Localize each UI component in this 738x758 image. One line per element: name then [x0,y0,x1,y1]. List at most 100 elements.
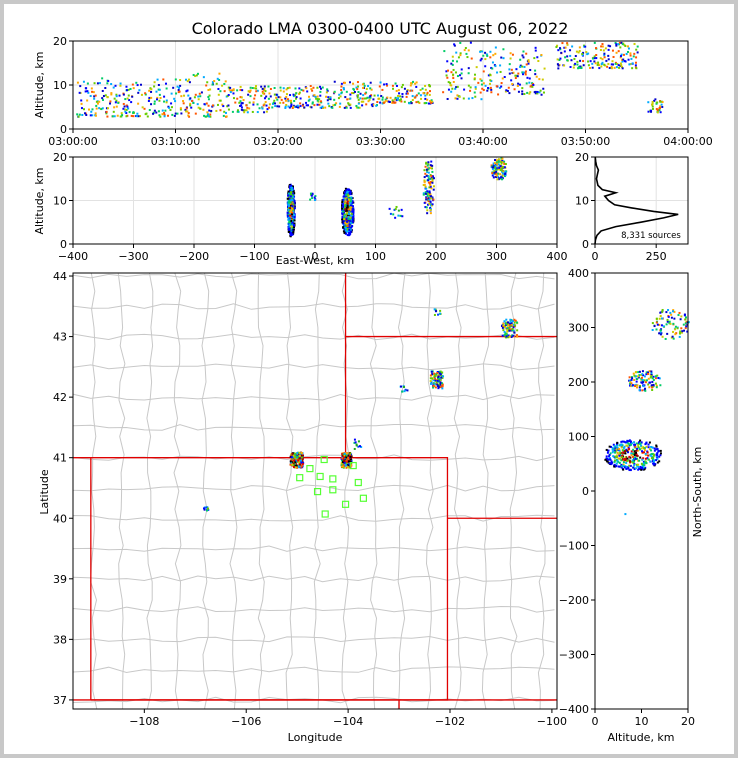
source-point [668,322,671,325]
source-point [179,79,182,82]
p5-sources [604,308,690,516]
source-point [421,87,424,90]
source-point [208,109,211,112]
source-point [606,451,609,454]
source-point [536,90,539,93]
source-point [492,166,495,169]
source-point [630,454,633,457]
source-point [346,220,349,223]
source-point [439,386,442,389]
source-point [187,94,190,97]
source-point [498,86,501,89]
source-point [541,78,544,81]
source-point [287,218,290,221]
source-point [630,442,633,445]
source-point [428,198,431,201]
source-point [665,311,668,314]
source-point [158,93,161,96]
source-point [464,47,467,50]
source-point [211,83,214,86]
source-point [538,91,541,94]
source-point [341,205,344,208]
source-point [631,453,634,456]
source-point [124,98,127,101]
source-point [213,80,216,83]
source-point [292,454,295,457]
lma-figure: Colorado LMA 0300-0400 UTC August 06, 20… [33,19,713,744]
source-point [341,213,344,216]
source-point [165,101,168,104]
source-point [628,444,631,447]
source-point [348,225,351,228]
source-point [406,89,409,92]
source-point [597,64,600,67]
source-point [509,320,512,323]
source-point [674,333,677,336]
source-point [654,98,657,101]
source-point [503,166,506,169]
source-point [349,218,352,221]
source-point [624,457,627,460]
p1-ytick-label: 20 [53,35,67,48]
source-point [621,459,624,462]
source-point [480,98,483,101]
p1-xtick-label: 03:00:00 [48,135,97,148]
source-point [296,104,299,107]
source-point [495,175,498,178]
source-point [607,54,610,57]
p2-xtick-label: 300 [486,250,507,263]
source-point [649,460,652,463]
source-point [507,336,510,339]
source-point [618,457,621,460]
source-point [195,74,198,77]
source-point [424,172,427,175]
source-point [536,92,539,95]
source-point [497,93,500,96]
source-point [289,222,292,225]
source-point [540,53,543,56]
source-point [217,87,220,90]
source-point [658,107,661,110]
source-point [628,63,631,66]
source-point [147,99,150,102]
source-point [113,115,116,118]
source-point [79,85,82,88]
source-point [345,191,348,194]
source-point [294,94,297,97]
source-point [152,112,155,115]
source-point [115,105,118,108]
source-point [492,164,495,167]
source-point [398,92,401,95]
source-point [630,450,633,453]
source-point [182,102,185,105]
source-point [659,333,662,336]
source-point [125,85,128,88]
source-point [229,90,232,93]
source-point [78,113,81,116]
source-point [196,103,199,106]
source-point [344,458,347,461]
source-point [619,444,622,447]
source-point [604,458,607,461]
source-point [428,182,431,185]
source-point [638,389,641,392]
source-point [615,462,618,465]
source-point [445,74,448,77]
source-point [343,224,346,227]
source-point [538,78,541,81]
source-point [446,97,449,100]
source-point [339,95,342,98]
source-point [293,100,296,103]
source-point [427,200,430,203]
source-point [426,164,429,167]
source-point [361,97,364,100]
source-point [628,379,631,382]
source-point [203,114,206,117]
source-point [248,107,251,110]
source-point [176,85,179,88]
source-point [591,57,594,60]
source-point [290,101,293,104]
p2-xtick-label: −100 [239,250,269,263]
source-point [353,90,356,93]
source-point [256,89,259,92]
